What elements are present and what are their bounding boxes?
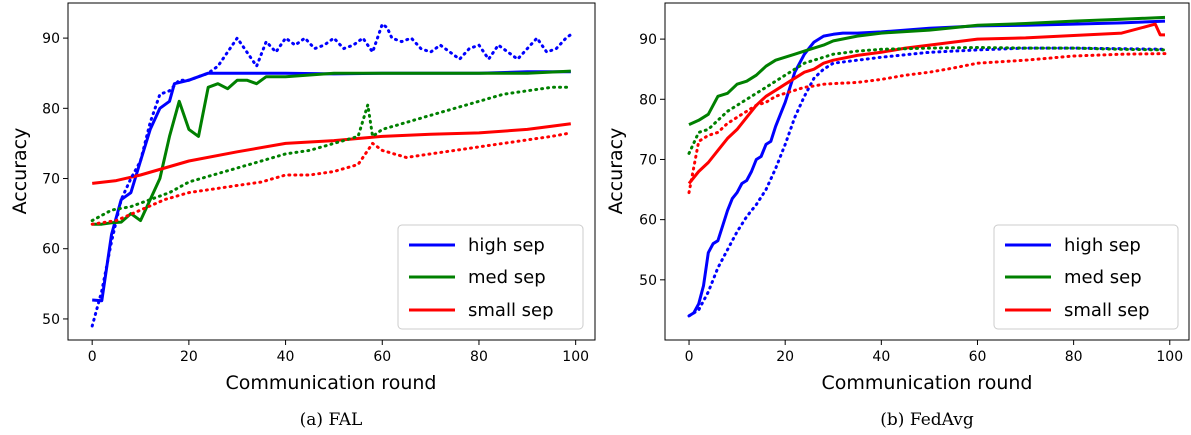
y-tick-label: 70 [639, 152, 657, 168]
plot-area [67, 2, 596, 341]
x-tick-label: 0 [685, 349, 694, 365]
legend-label-high-sep: high sep [1064, 235, 1141, 256]
y-tick-label: 70 [42, 172, 60, 188]
legend-box [397, 224, 584, 330]
chart-fedavg: 0 20 40 60 80 100 50 60 70 80 90 Communication rou… [605, 2, 1190, 430]
y-axis-label: Accuracy [9, 128, 31, 215]
y-tick-label: 80 [639, 92, 657, 108]
x-tick-label: 100 [562, 349, 589, 365]
series-line-small-sep-dotted [90, 131, 573, 226]
y-axis-label: Accuracy [605, 128, 627, 215]
series-lines [90, 22, 573, 328]
legend-label-small-sep: small sep [468, 300, 554, 321]
legend: high sep med sep small sep [397, 224, 584, 330]
legend-label-high-sep: high sep [468, 235, 545, 256]
y-tick-label: 50 [639, 273, 657, 289]
x-tick-label: 40 [277, 349, 295, 365]
legend-label-med-sep: med sep [1064, 267, 1142, 288]
x-axis-label: Communication round [822, 372, 1033, 394]
series-line-high-sep-dotted [687, 46, 1167, 318]
series-line-small-sep-dotted [687, 52, 1167, 195]
y-tick-label: 50 [42, 312, 60, 328]
legend-box [993, 224, 1179, 330]
x-axis-label: Communication round [226, 372, 437, 394]
series-line-high-sep-dotted [90, 22, 573, 328]
y-tick-label: 80 [42, 101, 60, 117]
series-line-med-sep-dotted [90, 85, 573, 223]
legend: high sep med sep small sep [993, 224, 1179, 330]
series-line-high-sep-solid [688, 19, 1166, 318]
x-tick-label: 20 [776, 349, 794, 365]
series-line-small-sep-solid [92, 122, 571, 185]
x-tick-label: 80 [1065, 349, 1083, 365]
x-tick-label: 80 [470, 349, 488, 365]
x-tick-label: 20 [180, 349, 198, 365]
series-line-med-sep-solid [688, 15, 1166, 126]
legend-label-med-sep: med sep [468, 267, 546, 288]
series-line-med-sep-dotted [687, 46, 1167, 155]
series-line-small-sep-solid [687, 22, 1165, 185]
x-tick-label: 0 [88, 349, 97, 365]
legend-label-small-sep: small sep [1064, 300, 1150, 321]
y-tick-label: 90 [639, 32, 657, 48]
y-tick-label: 90 [42, 31, 60, 47]
caption-fedavg: (b) FedAvg [880, 410, 974, 430]
x-tick-label: 60 [969, 349, 987, 365]
x-tick-label: 100 [1156, 349, 1183, 365]
plot-area [664, 2, 1190, 341]
y-tick-label: 60 [42, 242, 60, 258]
caption-fal: (a) FAL [300, 410, 363, 430]
axis-ticks: 0 20 40 60 80 100 50 60 70 80 90 [42, 31, 589, 365]
axis-ticks: 0 20 40 60 80 100 50 60 70 80 90 [639, 32, 1183, 365]
y-tick-label: 60 [639, 213, 657, 229]
chart-fal: 0 20 40 60 80 100 50 60 70 80 90 Communication rou… [9, 2, 596, 430]
series-lines [687, 15, 1167, 318]
x-tick-label: 40 [872, 349, 890, 365]
x-tick-label: 60 [373, 349, 391, 365]
